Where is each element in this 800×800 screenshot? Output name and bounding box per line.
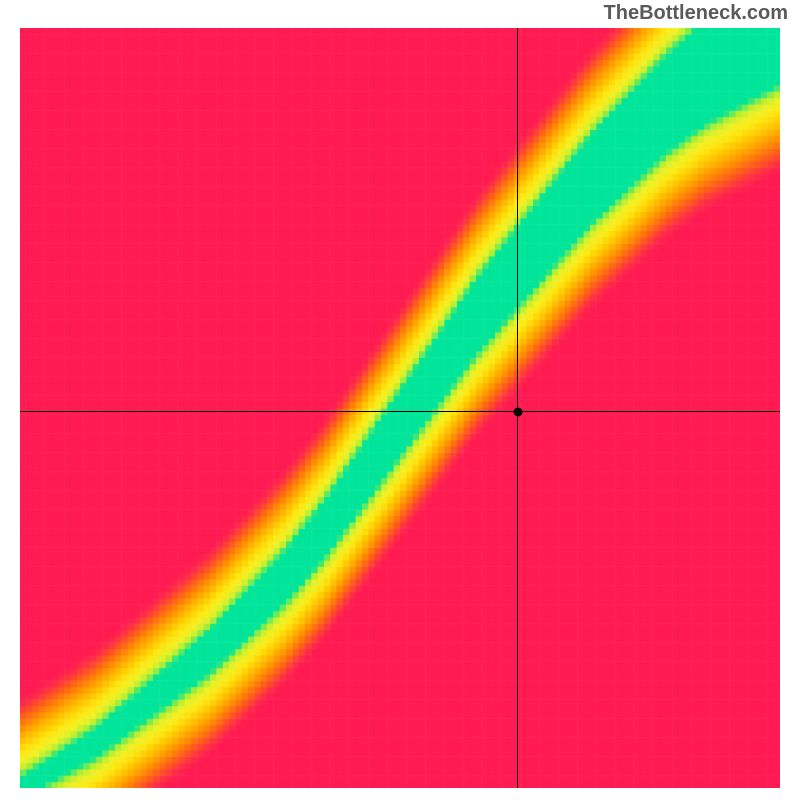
selection-marker (513, 407, 522, 416)
bottleneck-heatmap (20, 28, 780, 788)
watermark-text: TheBottleneck.com (604, 2, 788, 25)
crosshair-horizontal (20, 411, 780, 412)
heatmap-canvas (20, 28, 780, 788)
